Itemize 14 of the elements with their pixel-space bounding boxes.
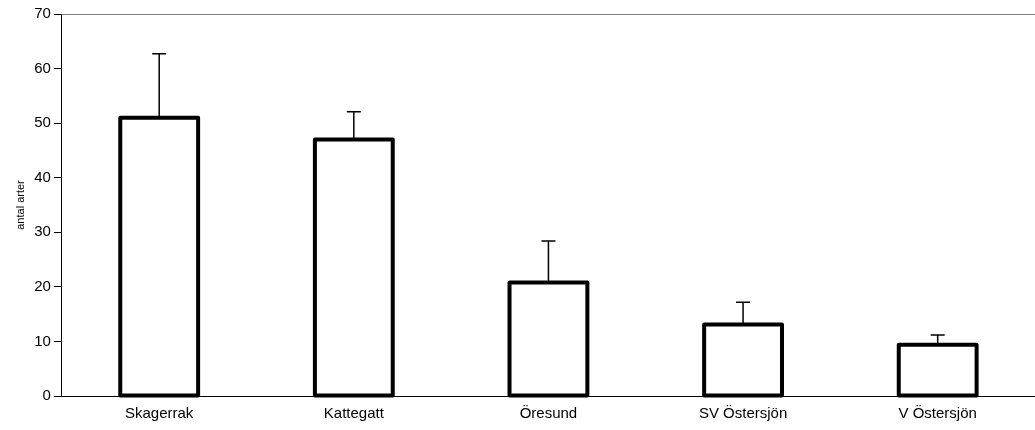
y-tick-label: 20: [34, 277, 51, 294]
y-tick-label: 10: [34, 331, 51, 349]
y-tick-label: 60: [34, 58, 51, 76]
y-tick-label: 50: [34, 113, 51, 131]
x-tick-label: Öresund: [519, 404, 578, 422]
y-tick-label: 40: [34, 167, 51, 185]
x-tick-label: Skagerrak: [125, 404, 194, 422]
x-tick-label: Kattegatt: [323, 404, 385, 422]
y-tick-label: 30: [34, 222, 51, 240]
x-tick-label: V Östersjön: [898, 404, 977, 422]
y-axis-title: antal arter: [13, 179, 26, 230]
y-tick-label: 0: [42, 386, 51, 404]
x-tick-label: SV Östersjön: [698, 404, 788, 422]
y-tick-label: 70: [34, 4, 51, 22]
